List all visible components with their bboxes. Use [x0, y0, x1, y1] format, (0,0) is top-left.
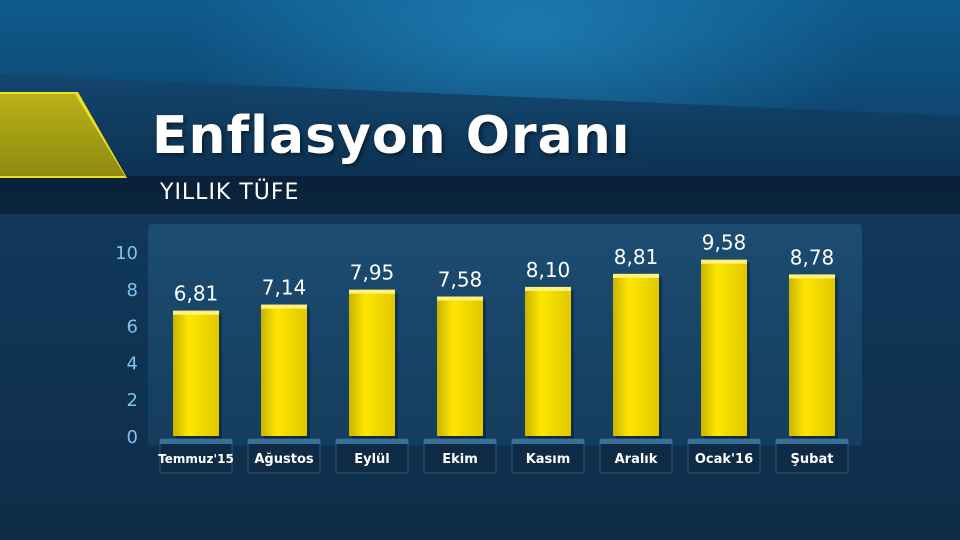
y-tick-label: 6 [127, 317, 138, 338]
category-label-box [335, 438, 409, 474]
category-label: Eylül [354, 452, 390, 467]
y-tick-label: 0 [127, 427, 138, 448]
category-label-box [423, 438, 497, 474]
bar-top-highlight [525, 286, 571, 291]
bar [525, 286, 571, 436]
category-label-box-top [776, 439, 848, 444]
bar-value-label: 8,10 [526, 258, 571, 282]
category-label-box-top [336, 439, 408, 444]
y-tick-label: 4 [127, 353, 138, 374]
y-tick-label: 10 [115, 243, 138, 264]
bar-value-label: 7,14 [262, 276, 307, 300]
category-label-box [775, 438, 849, 474]
category-label-box-top [688, 439, 760, 444]
bar-value-label: 6,81 [174, 282, 219, 306]
bar-value-label: 9,58 [702, 231, 747, 255]
page-title: Enflasyon Oranı [152, 106, 631, 166]
category-label-box-top [160, 439, 232, 444]
bar-top-highlight [613, 273, 659, 278]
bar-top-highlight [437, 296, 483, 301]
y-tick-label: 8 [127, 280, 138, 301]
category-label-box-top [512, 439, 584, 444]
bar [789, 274, 835, 436]
page-subtitle: YILLIK TÜFE [160, 180, 300, 205]
subtitle-band [0, 176, 960, 214]
bar [701, 259, 747, 436]
bar [613, 273, 659, 436]
category-label-box [599, 438, 673, 474]
bar-top-highlight [173, 310, 219, 315]
bar-top-highlight [261, 304, 307, 309]
category-label: Ocak'16 [695, 452, 753, 467]
bar-top-highlight [701, 259, 747, 264]
bar-value-label: 8,81 [614, 245, 659, 269]
category-label: Kasım [526, 452, 571, 467]
bar [349, 289, 395, 436]
category-label-box-top [248, 439, 320, 444]
bar-value-label: 8,78 [790, 245, 835, 269]
category-label: Ağustos [254, 452, 314, 467]
category-label: Aralık [615, 452, 658, 467]
plot-area [148, 224, 862, 446]
bar-top-highlight [789, 274, 835, 279]
category-label: Temmuz'15 [158, 452, 234, 466]
y-tick-label: 2 [127, 390, 138, 411]
category-label: Şubat [791, 452, 834, 467]
category-label-box [687, 438, 761, 474]
category-label-box-top [600, 439, 672, 444]
category-label-box [159, 438, 233, 474]
bar [173, 310, 219, 436]
bar-value-label: 7,58 [438, 268, 483, 292]
bar [437, 296, 483, 436]
bar-value-label: 7,95 [350, 261, 395, 285]
category-label-box [247, 438, 321, 474]
bar-top-highlight [349, 289, 395, 294]
bar [261, 304, 307, 436]
category-label: Ekim [442, 452, 478, 467]
category-label-box-top [424, 439, 496, 444]
